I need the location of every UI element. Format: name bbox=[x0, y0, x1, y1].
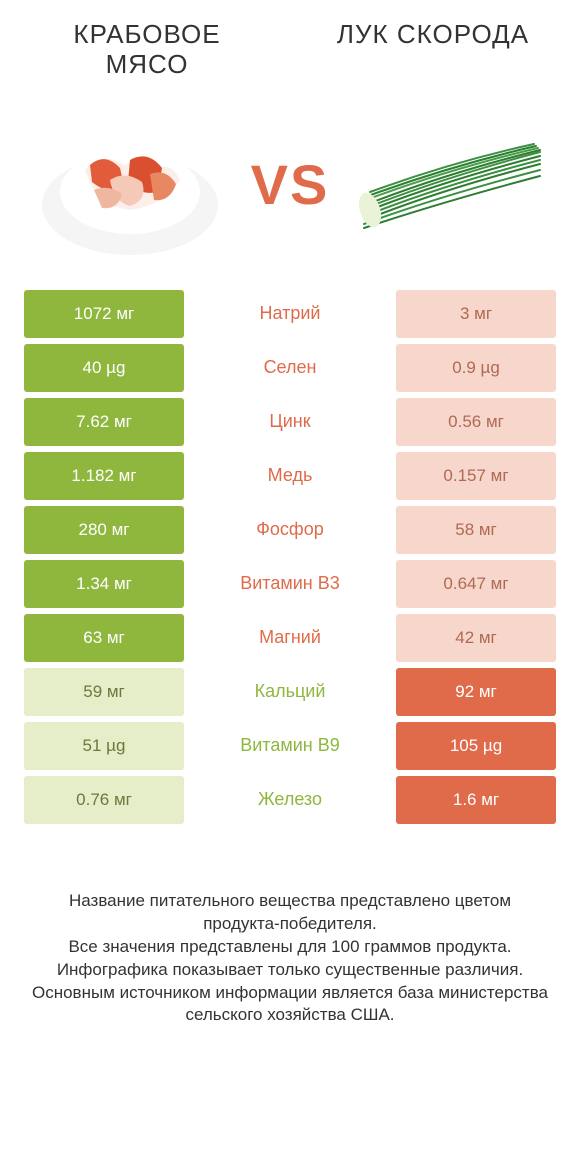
right-value: 3 мг bbox=[396, 290, 556, 338]
nutrient-row: 1.182 мгМедь0.157 мг bbox=[24, 452, 556, 500]
nutrient-name: Фосфор bbox=[184, 506, 396, 554]
left-value: 40 µg bbox=[24, 344, 184, 392]
left-value: 280 мг bbox=[24, 506, 184, 554]
left-product-title: Крабовое мясо bbox=[30, 20, 264, 80]
right-product-title: Лук скорода bbox=[316, 20, 550, 80]
left-value: 51 µg bbox=[24, 722, 184, 770]
nutrient-name: Магний bbox=[184, 614, 396, 662]
footnotes: Название питательного вещества представл… bbox=[0, 830, 580, 1048]
nutrient-table: 1072 мгНатрий3 мг 40 µgСелен0.9 µg 7.62 мг… bbox=[0, 290, 580, 824]
nutrient-name: Витамин B3 bbox=[184, 560, 396, 608]
right-value: 42 мг bbox=[396, 614, 556, 662]
nutrient-row: 40 µgСелен0.9 µg bbox=[24, 344, 556, 392]
right-value: 105 µg bbox=[396, 722, 556, 770]
footnote-line: Основным источником информации является … bbox=[30, 982, 550, 1028]
right-value: 1.6 мг bbox=[396, 776, 556, 824]
left-value: 1.182 мг bbox=[24, 452, 184, 500]
vs-label: VS bbox=[251, 152, 330, 217]
nutrient-row: 7.62 мгЦинк0.56 мг bbox=[24, 398, 556, 446]
nutrient-name: Натрий bbox=[184, 290, 396, 338]
nutrient-row: 59 мгКальций92 мг bbox=[24, 668, 556, 716]
hero-row: VS bbox=[0, 90, 580, 290]
left-value: 59 мг bbox=[24, 668, 184, 716]
left-value: 1072 мг bbox=[24, 290, 184, 338]
nutrient-name: Кальций bbox=[184, 668, 396, 716]
nutrient-name: Медь bbox=[184, 452, 396, 500]
chives-icon bbox=[350, 130, 550, 240]
right-value: 0.647 мг bbox=[396, 560, 556, 608]
footnote-line: Инфографика показывает только существенн… bbox=[30, 959, 550, 982]
right-value: 58 мг bbox=[396, 506, 556, 554]
left-value: 63 мг bbox=[24, 614, 184, 662]
right-value: 92 мг bbox=[396, 668, 556, 716]
nutrient-row: 63 мгМагний42 мг bbox=[24, 614, 556, 662]
nutrient-row: 0.76 мгЖелезо1.6 мг bbox=[24, 776, 556, 824]
nutrient-name: Цинк bbox=[184, 398, 396, 446]
right-product-image bbox=[350, 110, 550, 260]
nutrient-name: Железо bbox=[184, 776, 396, 824]
titles-row: Крабовое мясо Лук скорода bbox=[0, 0, 580, 90]
nutrient-row: 51 µgВитамин B9105 µg bbox=[24, 722, 556, 770]
right-value: 0.56 мг bbox=[396, 398, 556, 446]
right-value: 0.9 µg bbox=[396, 344, 556, 392]
right-value: 0.157 мг bbox=[396, 452, 556, 500]
nutrient-row: 1.34 мгВитамин B30.647 мг bbox=[24, 560, 556, 608]
nutrient-row: 280 мгФосфор58 мг bbox=[24, 506, 556, 554]
left-product-image bbox=[30, 110, 230, 260]
crab-meat-icon bbox=[30, 110, 230, 260]
footnote-line: Все значения представлены для 100 граммо… bbox=[30, 936, 550, 959]
nutrient-row: 1072 мгНатрий3 мг bbox=[24, 290, 556, 338]
nutrient-name: Селен bbox=[184, 344, 396, 392]
left-value: 7.62 мг bbox=[24, 398, 184, 446]
nutrient-name: Витамин B9 bbox=[184, 722, 396, 770]
footnote-line: Название питательного вещества представл… bbox=[30, 890, 550, 936]
left-value: 1.34 мг bbox=[24, 560, 184, 608]
left-value: 0.76 мг bbox=[24, 776, 184, 824]
